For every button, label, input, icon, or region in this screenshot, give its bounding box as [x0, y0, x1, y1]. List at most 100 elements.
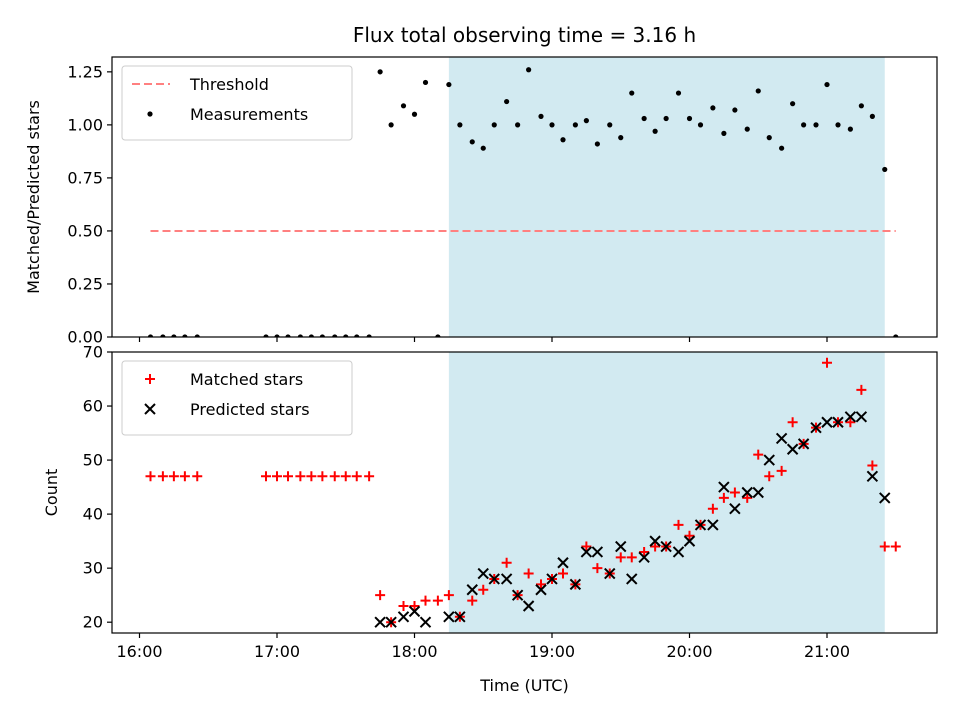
- predicted-stars-point-27: [694, 519, 707, 531]
- top-panel-y-axis-label: Matched/Predicted stars: [24, 100, 43, 294]
- matched-stars-point-0: [145, 471, 156, 482]
- measurements-point-34: [594, 141, 600, 147]
- matched-stars-point-12: [340, 471, 351, 482]
- y-tick-label: 1.25: [67, 62, 103, 81]
- predicted-stars-point-32: [752, 486, 764, 499]
- matched-stars-point-57: [856, 384, 867, 395]
- measurements-point-48: [755, 88, 761, 94]
- matched-stars-point-41: [673, 519, 684, 530]
- matched-stars-point-2: [168, 471, 179, 482]
- matched-stars-point-10: [317, 471, 328, 482]
- matched-stars-point-29: [536, 579, 546, 590]
- measurements-point-3: [182, 334, 188, 337]
- measurements-point-36: [618, 135, 624, 141]
- measurements-point-41: [675, 90, 682, 96]
- measurements-point-57: [858, 103, 864, 109]
- matched-stars-point-49: [764, 471, 775, 482]
- predicted-stars-point-15: [557, 557, 569, 569]
- matched-stars-point-21: [443, 590, 454, 601]
- matched-stars-point-44: [707, 503, 718, 514]
- top-panel-frame: [111, 56, 938, 338]
- matched-stars-point-33: [581, 541, 592, 552]
- matched-stars-point-4: [192, 471, 203, 482]
- predicted-stars-point-35: [786, 443, 799, 455]
- measurements-point-55: [835, 122, 841, 128]
- matched-stars-point-58: [867, 460, 878, 471]
- predicted-stars-point-12: [522, 600, 535, 612]
- predicted-stars-point-17: [580, 546, 593, 558]
- predicted-stars-point-28: [707, 519, 719, 531]
- matched-stars-point-3: [179, 471, 190, 482]
- measurements-point-52: [801, 122, 807, 128]
- matched-stars-point-45: [718, 492, 729, 503]
- measurements-point-40: [663, 115, 669, 122]
- predicted-stars-legend-swatch: [144, 403, 156, 415]
- predicted-stars-point-19: [604, 567, 616, 580]
- y-tick-label: 0.50: [67, 221, 103, 240]
- predicted-stars-point-21: [626, 573, 638, 585]
- top-panel-legend: Threshold Measurements: [121, 65, 353, 141]
- matched-stars-point-37: [626, 552, 637, 563]
- bottom-panel-frame: [111, 351, 938, 634]
- measurements-point-6: [274, 334, 280, 337]
- measurements-point-56: [847, 126, 853, 132]
- predicted-stars-legend-label: Predicted stars: [190, 400, 310, 419]
- predicted-stars-point-legend: [144, 403, 156, 415]
- x-tick-label: 20:00: [666, 642, 712, 661]
- matched-stars-legend-label: Matched stars: [190, 370, 303, 389]
- predicted-stars-point-14: [546, 573, 558, 585]
- chart-title: Flux total observing time = 3.16 h: [353, 23, 696, 47]
- measurements-point-50: [779, 145, 785, 151]
- bottom-panel-x-ticks: 16:00 17:00 18:00 19:00 20:00 21:00: [116, 633, 850, 661]
- bottom-panel: 20 30 40 50 60 70 16:00 17:00 18:00 19:00 20:00 21…: [42, 343, 938, 695]
- measurements-point-60: [893, 334, 899, 337]
- y-tick-label: 70: [83, 343, 103, 362]
- measurements-point-13: [354, 334, 360, 337]
- legend-box: [121, 360, 353, 436]
- matched-stars-point-18: [409, 600, 420, 611]
- measurements-point-17: [400, 103, 407, 109]
- legend-box: [121, 65, 353, 141]
- matched-stars-point-15: [375, 590, 386, 601]
- y-tick-label: 0.00: [67, 328, 103, 347]
- matched-stars-point-48: [753, 449, 764, 460]
- measurements-point-8: [297, 334, 303, 337]
- measurements-point-1: [160, 334, 166, 337]
- predicted-stars-point-39: [832, 416, 844, 428]
- matched-stars-point-17: [398, 600, 409, 611]
- matched-stars-point-28: [523, 568, 534, 579]
- measurements-legend-swatch: [147, 111, 153, 117]
- measurements-point-4: [194, 334, 200, 337]
- bottom-panel-y-axis-label: Count: [42, 469, 61, 517]
- predicted-stars-point-2: [397, 611, 410, 623]
- matched-stars-point-6: [272, 471, 282, 482]
- predicted-stars-point-8: [477, 567, 489, 580]
- y-tick-label: 20: [83, 613, 103, 632]
- measurements-point-53: [813, 122, 819, 128]
- predicted-stars-point-0: [374, 616, 386, 628]
- measurements-point-42: [686, 115, 693, 122]
- bottom-panel-y-ticks: 20 30 40 50 60 70: [83, 343, 112, 632]
- measurements-point-7: [285, 334, 291, 337]
- measurements-point-37: [629, 90, 635, 96]
- predicted-stars-point-5: [443, 611, 455, 623]
- top-panel-shaded-region: [448, 57, 885, 337]
- matched-stars-point-60: [890, 541, 901, 552]
- measurements-point-47: [744, 126, 750, 132]
- measurements-point-10: [319, 334, 325, 337]
- top-panel-x-ticks: [138, 337, 828, 342]
- predicted-stars-point-37: [810, 421, 822, 434]
- measurements-point-14: [366, 334, 372, 337]
- predicted-stars-point-6: [454, 611, 466, 623]
- matched-stars-point-38: [639, 546, 650, 557]
- measurements-point-20: [435, 334, 441, 337]
- predicted-stars-point-11: [511, 589, 524, 601]
- measurements-point-38: [641, 115, 647, 122]
- predicted-stars-point-22: [638, 551, 650, 564]
- matched-stars-point-14: [364, 471, 375, 482]
- measurements-point-26: [504, 98, 510, 105]
- predicted-stars-point-36: [797, 438, 810, 450]
- measurements-legend-label: Measurements: [190, 105, 308, 124]
- measurements-point-0: [147, 334, 154, 337]
- measurements-point-49: [766, 135, 772, 141]
